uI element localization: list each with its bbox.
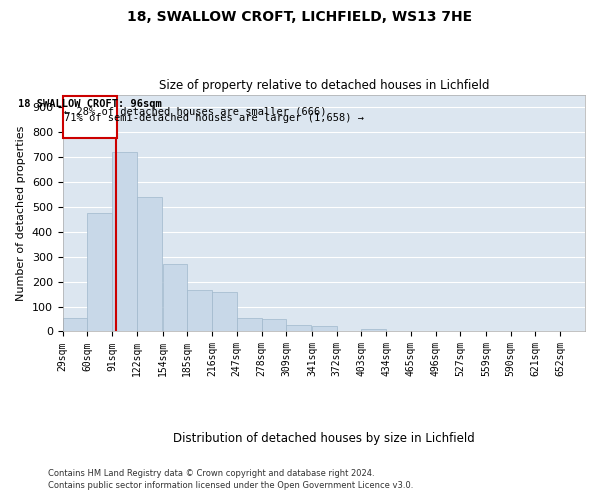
Text: 18, SWALLOW CROFT, LICHFIELD, WS13 7HE: 18, SWALLOW CROFT, LICHFIELD, WS13 7HE: [127, 10, 473, 24]
Bar: [187, 290, 212, 332]
Bar: [137, 197, 162, 332]
Text: 71% of semi-detached houses are larger (1,658) →: 71% of semi-detached houses are larger (…: [64, 114, 364, 124]
FancyBboxPatch shape: [63, 96, 117, 138]
Bar: [262, 319, 286, 332]
Bar: [212, 292, 237, 332]
Text: 18 SWALLOW CROFT: 96sqm: 18 SWALLOW CROFT: 96sqm: [18, 99, 162, 109]
Bar: [112, 152, 137, 332]
Bar: [361, 329, 386, 332]
Y-axis label: Number of detached properties: Number of detached properties: [16, 126, 26, 300]
Bar: [312, 326, 337, 332]
Bar: [63, 318, 88, 332]
Bar: [88, 213, 112, 332]
Text: Contains HM Land Registry data © Crown copyright and database right 2024.
Contai: Contains HM Land Registry data © Crown c…: [48, 468, 413, 490]
Text: ← 28% of detached houses are smaller (666): ← 28% of detached houses are smaller (66…: [64, 106, 327, 117]
X-axis label: Distribution of detached houses by size in Lichfield: Distribution of detached houses by size …: [173, 432, 475, 445]
Bar: [237, 318, 262, 332]
Title: Size of property relative to detached houses in Lichfield: Size of property relative to detached ho…: [158, 79, 489, 92]
Bar: [163, 264, 187, 332]
Bar: [286, 325, 311, 332]
